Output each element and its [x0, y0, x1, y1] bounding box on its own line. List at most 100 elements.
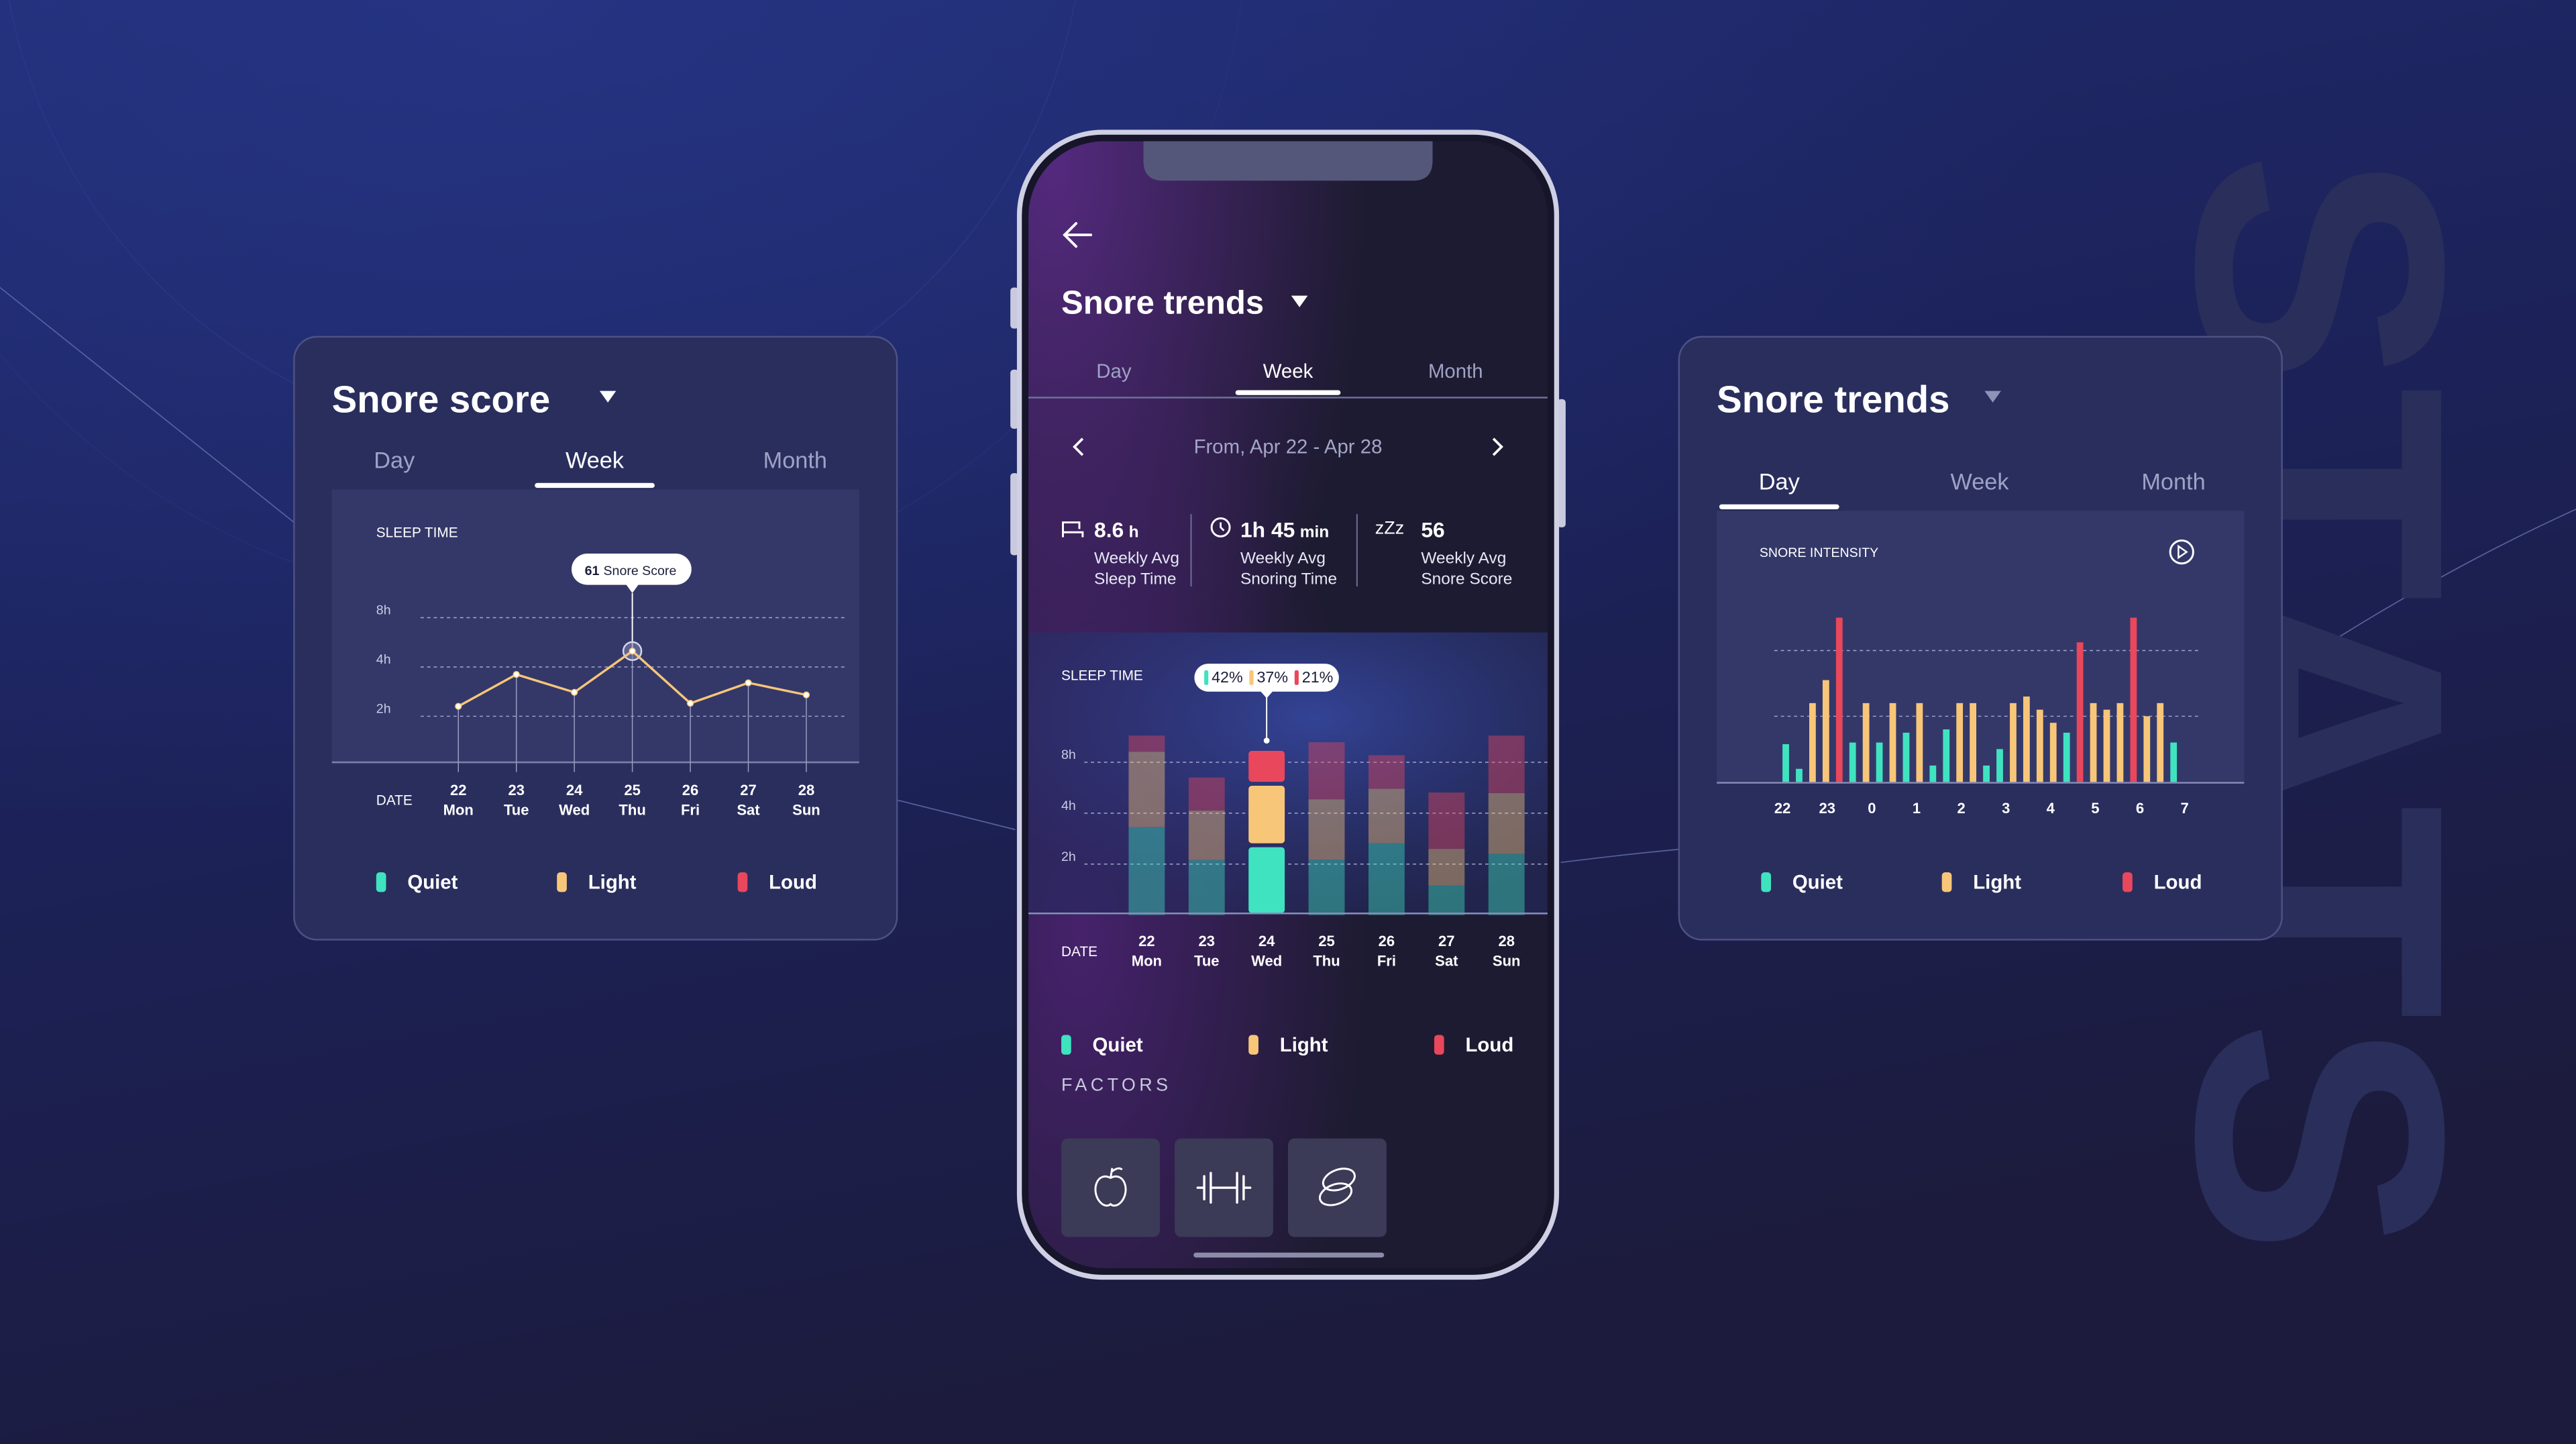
legend-swatch	[2123, 872, 2133, 892]
bar	[1996, 749, 2003, 782]
stat-value: 56	[1421, 518, 1444, 542]
stat-label: Sleep Time	[1094, 570, 1176, 588]
tooltip-dot	[1263, 737, 1270, 744]
bar	[2170, 742, 2178, 782]
legend-label: Light	[588, 872, 637, 894]
x-tick-label: 0	[1868, 800, 1876, 817]
x-tick-label: 25	[1318, 933, 1335, 949]
bar-segment	[1368, 788, 1405, 843]
stat-number: 8.6	[1094, 518, 1124, 542]
factor-tile[interactable]	[1288, 1138, 1387, 1237]
tab[interactable]: Week	[1263, 360, 1313, 382]
point	[686, 699, 694, 707]
phone-screen	[1028, 141, 1548, 1269]
x-tick-label: 24	[1258, 933, 1275, 949]
bar	[2010, 703, 2017, 782]
bar-segment	[1428, 849, 1465, 886]
tooltip-pointer	[625, 584, 639, 593]
y-tick-label: 4h	[376, 652, 391, 667]
x-tick-label: 23	[1199, 933, 1216, 949]
bar	[1889, 703, 1896, 782]
factor-tile[interactable]	[1061, 1138, 1160, 1237]
decor-line	[2282, 509, 2576, 674]
bar-segment	[1428, 885, 1465, 915]
x-tick-label: Thu	[619, 801, 645, 818]
bar	[1128, 735, 1165, 915]
bar-segment	[1128, 827, 1165, 915]
tooltip	[1194, 664, 1339, 692]
bar-segment	[1248, 847, 1285, 913]
decor-line	[0, 287, 294, 523]
phone-button	[1010, 473, 1019, 556]
chart-label: SNORE INTENSITY	[1760, 546, 1878, 560]
tab[interactable]: Month	[1428, 360, 1483, 382]
bar	[1943, 729, 1950, 782]
bar	[2063, 732, 2070, 782]
tooltip	[572, 554, 692, 585]
phone-notch	[1143, 141, 1433, 181]
tab[interactable]: Month	[763, 448, 827, 474]
tab[interactable]: Day	[1759, 470, 1801, 495]
tab-underline	[1719, 504, 1839, 509]
dropdown-icon[interactable]	[1291, 295, 1308, 307]
legend-label: Quiet	[1093, 1034, 1143, 1056]
x-tick-label: 3	[2002, 800, 2010, 817]
bar	[1983, 765, 1990, 782]
tab[interactable]: Week	[566, 448, 625, 474]
x-tick-label: 22	[450, 782, 467, 798]
card-title: Snore trends	[1717, 378, 1949, 421]
tab[interactable]: Day	[1096, 360, 1132, 382]
bar-segment	[1368, 755, 1405, 789]
bar	[1488, 735, 1525, 915]
legend-swatch	[1761, 872, 1771, 892]
bar	[1929, 765, 1937, 782]
bar	[1188, 777, 1225, 915]
card-title: Snore score	[332, 378, 550, 421]
prev-button[interactable]	[1073, 437, 1084, 456]
x-tick-label: 25	[624, 782, 641, 798]
back-button[interactable]	[1063, 222, 1093, 248]
axis-label: DATE	[376, 793, 413, 809]
x-tick-label: 7	[2181, 800, 2189, 817]
bar	[1782, 744, 1789, 782]
legend-label: Light	[1973, 872, 2021, 894]
bar-segment	[1368, 843, 1405, 915]
x-tick-label: Sun	[1493, 953, 1521, 970]
bed-icon	[1062, 521, 1084, 537]
tab[interactable]: Day	[374, 448, 415, 474]
dropdown-icon[interactable]	[599, 391, 616, 403]
next-button[interactable]	[1492, 437, 1503, 456]
dropdown-icon[interactable]	[1984, 391, 2001, 403]
x-tick-label: 1	[1913, 800, 1921, 817]
decor-line	[896, 799, 1016, 831]
legend-label: Quiet	[407, 872, 458, 894]
bar	[1956, 703, 1964, 782]
x-tick-label: Sat	[737, 801, 760, 818]
bar-segment	[1248, 750, 1285, 782]
x-tick-label: Thu	[1313, 953, 1340, 970]
x-tick-label: 23	[508, 782, 525, 798]
x-tick-label: Sun	[792, 801, 820, 818]
x-tick-label: 6	[2136, 800, 2144, 817]
bar	[1849, 742, 1856, 782]
legend-label: Loud	[1465, 1034, 1513, 1056]
x-tick-label: 26	[1379, 933, 1395, 949]
date-range: From, Apr 22 - Apr 28	[1194, 436, 1383, 458]
tooltip-swatch	[1249, 670, 1254, 685]
bar	[1248, 750, 1285, 913]
dumbbell-icon	[1196, 1172, 1252, 1204]
bar	[2036, 709, 2043, 782]
point	[455, 703, 462, 710]
play-button[interactable]	[2169, 539, 2194, 565]
tab[interactable]: Month	[2141, 470, 2205, 495]
tab[interactable]: Week	[1951, 470, 2010, 495]
stat-icon: zZz	[1375, 518, 1404, 538]
bar	[2049, 723, 2057, 782]
clock-icon	[1210, 517, 1231, 537]
bar-segment	[1188, 777, 1225, 811]
phone-button	[1010, 369, 1019, 429]
bar	[1902, 732, 1910, 782]
x-tick-label: Fri	[1377, 953, 1396, 970]
y-tick-label: 2h	[1061, 849, 1076, 864]
